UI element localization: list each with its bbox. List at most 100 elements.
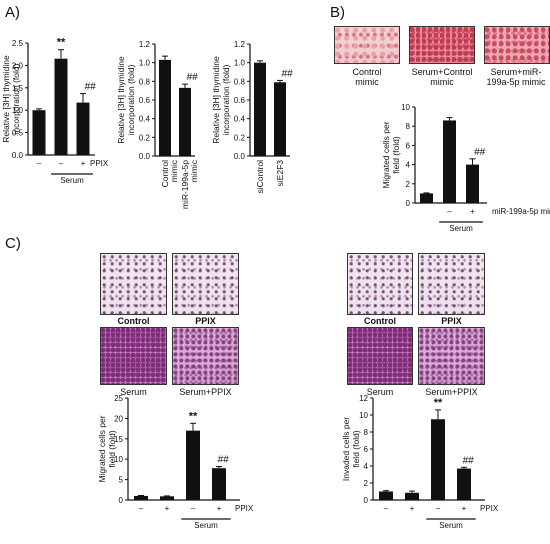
c1-ytick-label-0: 0 — [119, 496, 124, 505]
c1-treatment-0-1: + — [165, 504, 170, 513]
a2-category-0-line-1: mimic — [169, 159, 179, 182]
c2-ylabel-line-0: Invaded cells per — [341, 417, 351, 481]
b1-ytick-label-0: 0 — [406, 199, 411, 208]
a3-ylabel-line-0: Relative [3H] thymidine — [211, 56, 221, 144]
b1-treatment-0-1: – — [447, 207, 452, 216]
panel-a-letter: A) — [5, 4, 20, 21]
micrograph-c-invasion-serum — [347, 327, 413, 385]
c1-ytick-label-2: 10 — [114, 455, 123, 464]
a1-ytick-label-0: 0.0 — [12, 151, 24, 160]
b1-ytick-label-4: 8 — [406, 122, 411, 131]
a1-ytick-label-1: 0.5 — [12, 129, 24, 138]
c1-ytick-label-3: 15 — [114, 435, 123, 444]
c2-ytick-label-2: 4 — [364, 462, 369, 471]
c1-annotation-2: ** — [189, 410, 198, 422]
a1-bar-2 — [76, 102, 90, 155]
a1-ylabel-line-0: Relative [3H] thymidine — [1, 55, 11, 143]
b1-bar-0 — [420, 193, 433, 203]
b1-ytick-label-2: 4 — [406, 161, 411, 170]
a2-category-1-line-1: mimic — [189, 159, 199, 182]
a3-category-0: siControl — [255, 160, 265, 194]
chart-a3-thymidine-sie2f3: 0.0 0.2 0.4 0.6 0.8 1.0 1.2 Relative [3H] thymi… — [211, 40, 293, 194]
caption-c-invasion-serum-ppix: Serum+PPIX — [425, 387, 478, 397]
c2-bar-1 — [405, 492, 419, 500]
a2-bar-1 — [179, 87, 191, 156]
chart-c1-migration-ppix: 0 5 10 15 20 25 Migrated cells per field (fold)… — [97, 394, 254, 530]
c2-ylabel-line-1: field (fold) — [351, 430, 361, 467]
caption-c-invasion-serum: Serum — [366, 387, 394, 397]
a2-ytick-label-1: 0.2 — [139, 133, 151, 142]
c2-bar-0 — [379, 491, 393, 500]
caption-c-invasion-ppix: PPIX — [441, 316, 462, 326]
micrograph-c-invasion-serum-ppix — [418, 327, 485, 385]
b1-bar-1 — [443, 120, 456, 203]
b1-group-label: Serum — [449, 224, 473, 233]
chart-c2-invasion-ppix: 0 2 4 6 8 10 12 Invaded cells per field (fold) **… — [341, 394, 499, 530]
a2-annotation-1: ## — [186, 72, 198, 83]
chart-b1-migration-mimic: 0 2 4 6 8 10 Migrated cells per field (fold) ## –… — [381, 103, 550, 233]
micrograph-c-migration-control — [100, 253, 167, 315]
a1-annotation-2: ## — [84, 82, 96, 93]
a2-ytick-label-4: 0.8 — [139, 77, 151, 86]
a3-ytick-label-4: 0.8 — [234, 77, 246, 86]
b1-bar-2 — [466, 164, 479, 203]
b1-ytick-label-5: 10 — [401, 103, 410, 112]
a1-treatment-0-1: – — [59, 159, 64, 168]
b1-annotation-2: ## — [474, 147, 486, 158]
panel-b-letter: B) — [330, 4, 345, 21]
a1-group-label: Serum — [60, 176, 84, 185]
c2-ytick-label-3: 6 — [364, 445, 369, 454]
c1-ylabel-line-1: field (fold) — [107, 430, 117, 467]
c1-annotation-3: ## — [217, 455, 229, 466]
micrograph-c-migration-serum — [100, 327, 167, 385]
a3-bar-0 — [254, 62, 266, 156]
micrograph-c-invasion-ppix — [418, 253, 485, 315]
a3-category-1: siE2F3 — [275, 160, 285, 187]
a2-ylabel-line-1: incorporation (fold) — [126, 64, 136, 135]
c2-treatment-label-0: PPIX — [480, 504, 499, 513]
a1-annotation-1: ** — [57, 37, 66, 49]
c2-treatment-0-0: – — [384, 504, 389, 513]
b1-ylabel-line-0: Migrated cells per — [381, 121, 391, 188]
caption-b-serum-mir199a-mimic: Serum+miR-199a-5p mimic — [486, 67, 546, 87]
chart-a2-thymidine-mimic: 0.0 0.2 0.4 0.6 0.8 1.0 1.2 Relative [3H] thymi… — [116, 40, 199, 209]
c2-ytick-label-6: 12 — [359, 394, 368, 403]
b1-treatment-0-2: + — [470, 207, 475, 216]
panel-c-letter: C) — [5, 235, 21, 252]
micrograph-b-control-mimic — [334, 26, 400, 64]
c1-treatment-0-0: – — [139, 504, 144, 513]
caption-b-control-mimic: Control mimic — [352, 67, 382, 87]
caption-c-migration-control: Control — [117, 316, 150, 326]
c1-treatment-0-2: – — [191, 504, 196, 513]
c1-bar-2 — [186, 430, 200, 500]
c2-group-label: Serum — [439, 521, 463, 530]
a3-ytick-label-3: 0.6 — [234, 96, 246, 105]
b1-ylabel-line-1: field (fold) — [391, 136, 401, 173]
a1-ytick-label-3: 1.5 — [12, 84, 24, 93]
caption-c-migration-serum: Serum — [120, 387, 147, 397]
c2-ytick-label-5: 10 — [359, 411, 368, 420]
micrograph-b-serum-control-mimic — [409, 26, 475, 64]
c1-treatment-0-3: + — [217, 504, 222, 513]
c2-treatment-0-2: – — [436, 504, 441, 513]
caption-c-invasion-control: Control — [364, 316, 396, 326]
a1-ylabel-line-1: incorporation (fold) — [11, 63, 21, 134]
a1-treatment-0-0: – — [37, 159, 42, 168]
a3-ytick-label-5: 1.0 — [234, 59, 246, 68]
caption-c-migration-ppix: PPIX — [195, 316, 216, 326]
a2-ytick-label-3: 0.6 — [139, 96, 151, 105]
a3-ytick-label-6: 1.2 — [234, 40, 246, 49]
micrograph-c-migration-serum-ppix — [172, 327, 239, 385]
c2-treatment-0-3: + — [462, 504, 467, 513]
c1-ylabel-line-0: Migrated cells per — [97, 415, 107, 482]
a3-ylabel-line-1: incorporation (fold) — [221, 64, 231, 135]
a3-ytick-label-0: 0.0 — [234, 152, 246, 161]
c1-bar-1 — [160, 496, 174, 500]
c1-bar-3 — [212, 468, 226, 500]
c2-ytick-label-4: 8 — [364, 428, 369, 437]
a2-ytick-label-2: 0.4 — [139, 115, 151, 124]
a1-ytick-label-2: 1.0 — [12, 106, 24, 115]
c1-ytick-label-4: 20 — [114, 414, 123, 423]
micrograph-c-invasion-control — [347, 253, 413, 315]
caption-b-serum-control-mimic: Serum+Control mimic — [411, 67, 473, 87]
